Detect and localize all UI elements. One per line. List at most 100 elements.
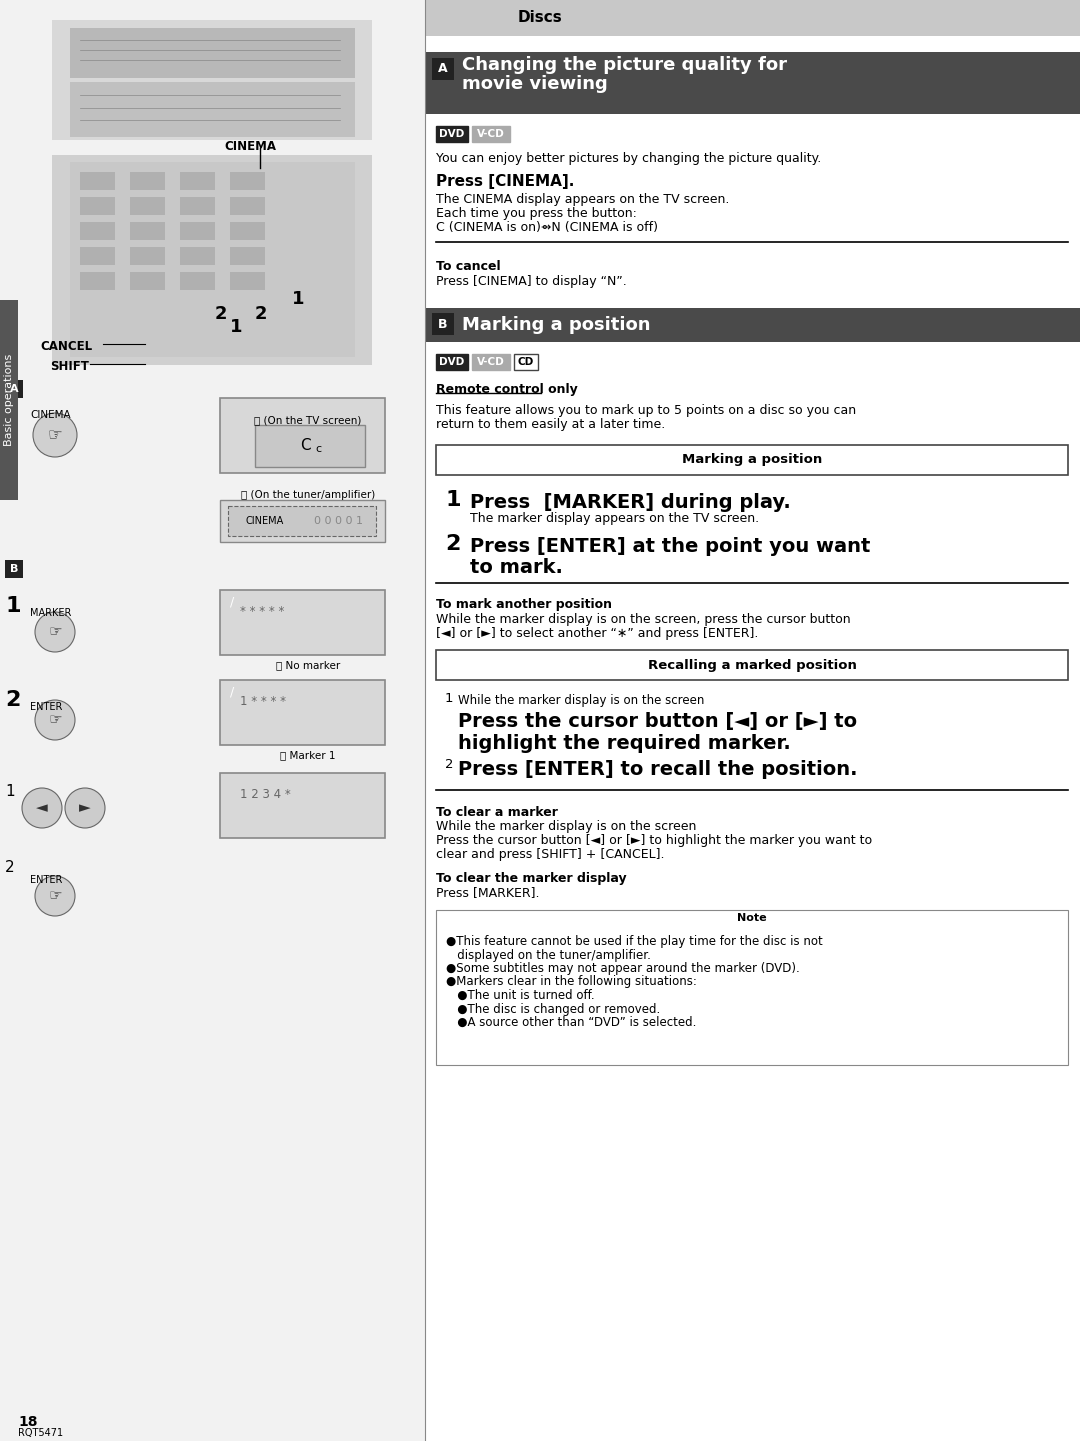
Text: ⓓ Marker 1: ⓓ Marker 1: [280, 749, 336, 759]
Text: C (CINEMA is on)⇴N (CINEMA is off): C (CINEMA is on)⇴N (CINEMA is off): [436, 220, 658, 233]
Bar: [130, 197, 165, 215]
Bar: [436, 445, 1068, 476]
Bar: [426, 0, 1080, 1441]
Bar: [224, 595, 240, 610]
Text: CINEMA: CINEMA: [30, 411, 70, 419]
Bar: [220, 772, 384, 839]
Bar: [52, 156, 372, 365]
Text: A: A: [438, 62, 448, 75]
Bar: [436, 911, 1068, 927]
Text: Note: Note: [738, 914, 767, 924]
Text: 1: 1: [292, 290, 305, 308]
Bar: [52, 20, 372, 140]
Text: While the marker display is on the screen: While the marker display is on the scree…: [458, 695, 704, 708]
Text: displayed on the tuner/amplifier.: displayed on the tuner/amplifier.: [446, 948, 651, 961]
Bar: [230, 222, 265, 241]
Text: V-CD: V-CD: [477, 130, 504, 138]
Text: ⓑ (On the tuner/amplifier): ⓑ (On the tuner/amplifier): [241, 490, 375, 500]
Bar: [180, 171, 215, 190]
Text: CD: CD: [518, 357, 535, 367]
Text: 2: 2: [5, 860, 15, 875]
Text: To cancel: To cancel: [436, 259, 501, 272]
Bar: [80, 246, 114, 265]
Text: To mark another position: To mark another position: [436, 598, 612, 611]
Text: While the marker display is on the screen, press the cursor button: While the marker display is on the scree…: [436, 612, 851, 625]
Text: To clear the marker display: To clear the marker display: [436, 872, 626, 885]
Text: Press the cursor button [◄] or [►] to highlight the marker you want to: Press the cursor button [◄] or [►] to hi…: [436, 834, 873, 847]
Text: 1: 1: [445, 692, 454, 705]
Text: ⓒ No marker: ⓒ No marker: [275, 660, 340, 670]
Text: C: C: [299, 438, 310, 452]
Text: 1: 1: [5, 784, 15, 798]
Bar: [228, 506, 376, 536]
Text: SHIFT: SHIFT: [50, 360, 89, 373]
Bar: [70, 27, 355, 78]
Text: RQT5471: RQT5471: [18, 1428, 63, 1438]
Bar: [180, 246, 215, 265]
Text: Remote control only: Remote control only: [436, 383, 578, 396]
Text: You can enjoy better pictures by changing the picture quality.: You can enjoy better pictures by changin…: [436, 151, 821, 166]
Bar: [230, 246, 265, 265]
Bar: [472, 354, 510, 370]
Text: return to them easily at a later time.: return to them easily at a later time.: [436, 418, 665, 431]
Text: clear and press [SHIFT] + [CANCEL].: clear and press [SHIFT] + [CANCEL].: [436, 847, 664, 862]
Bar: [436, 354, 468, 370]
Bar: [432, 58, 454, 81]
Text: Press [CINEMA].: Press [CINEMA].: [436, 174, 575, 189]
Bar: [70, 161, 355, 357]
Text: 2: 2: [5, 690, 21, 710]
Text: Press the cursor button [◄] or [►] to: Press the cursor button [◄] or [►] to: [458, 712, 858, 731]
Bar: [180, 222, 215, 241]
Text: ●This feature cannot be used if the play time for the disc is not: ●This feature cannot be used if the play…: [446, 935, 823, 948]
Text: Changing the picture quality for: Changing the picture quality for: [462, 56, 787, 73]
Text: 1 2 3 4 *: 1 2 3 4 *: [240, 788, 291, 801]
Text: /: /: [230, 595, 234, 608]
Text: CINEMA: CINEMA: [224, 140, 276, 153]
Bar: [230, 197, 265, 215]
Text: 2: 2: [445, 758, 454, 771]
Text: DVD: DVD: [440, 130, 464, 138]
Text: ●The disc is changed or removed.: ●The disc is changed or removed.: [446, 1003, 660, 1016]
Text: Press [ENTER] to recall the position.: Press [ENTER] to recall the position.: [458, 759, 858, 780]
Text: 2: 2: [255, 305, 268, 323]
Circle shape: [33, 414, 77, 457]
Text: B: B: [438, 317, 448, 330]
Text: V-CD: V-CD: [477, 357, 504, 367]
Bar: [426, 52, 1080, 114]
Text: ☞: ☞: [49, 712, 62, 728]
Text: ●Some subtitles may not appear around the marker (DVD).: ●Some subtitles may not appear around th…: [446, 963, 800, 976]
Bar: [220, 398, 384, 473]
Text: 1: 1: [5, 597, 21, 615]
Text: ☞: ☞: [49, 889, 62, 904]
Text: ☞: ☞: [48, 427, 63, 444]
Text: Basic operations: Basic operations: [4, 354, 14, 447]
Text: MARKER: MARKER: [30, 608, 71, 618]
Text: 18: 18: [18, 1415, 38, 1429]
Text: ●The unit is turned off.: ●The unit is turned off.: [446, 989, 595, 1001]
Bar: [426, 308, 1080, 342]
Bar: [426, 0, 1080, 36]
Circle shape: [65, 788, 105, 829]
Bar: [224, 778, 240, 793]
Text: 1: 1: [445, 490, 460, 510]
Bar: [180, 272, 215, 290]
Text: This feature allows you to mark up to 5 points on a disc so you can: This feature allows you to mark up to 5 …: [436, 403, 856, 416]
Text: Press [CINEMA] to display “N”.: Press [CINEMA] to display “N”.: [436, 275, 626, 288]
Circle shape: [22, 788, 62, 829]
Text: highlight the required marker.: highlight the required marker.: [458, 733, 791, 754]
Text: 1: 1: [230, 318, 243, 336]
Text: ☞: ☞: [49, 624, 62, 640]
Bar: [80, 272, 114, 290]
Text: CANCEL: CANCEL: [40, 340, 92, 353]
Bar: [220, 680, 384, 745]
Text: ENTER: ENTER: [30, 702, 63, 712]
Text: DVD: DVD: [440, 357, 464, 367]
Text: 0 0 0 0 1: 0 0 0 0 1: [313, 516, 363, 526]
Text: Discs: Discs: [517, 10, 563, 26]
Bar: [472, 125, 510, 143]
Text: c: c: [315, 444, 321, 454]
Text: [◄] or [►] to select another “∗” and press [ENTER].: [◄] or [►] to select another “∗” and pre…: [436, 627, 758, 640]
Text: Press [MARKER].: Press [MARKER].: [436, 886, 540, 899]
Text: Each time you press the button:: Each time you press the button:: [436, 208, 637, 220]
Text: 1 * * * *: 1 * * * *: [240, 695, 286, 708]
